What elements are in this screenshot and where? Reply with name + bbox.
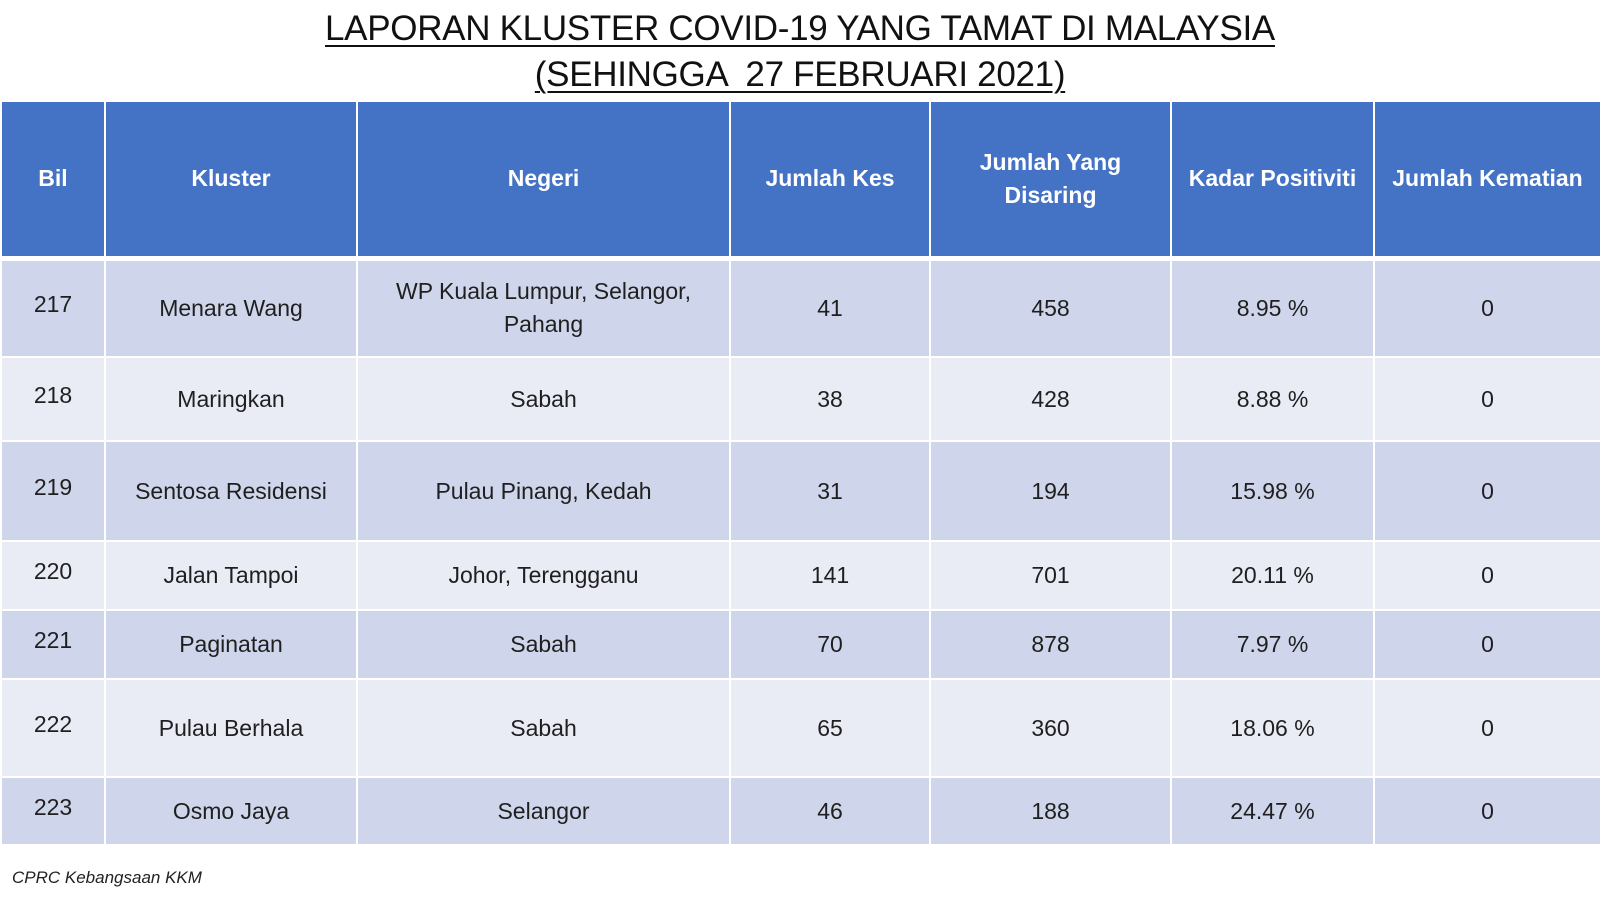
table-row: 223 Osmo Jaya Selangor 46 188 24.47 % 0: [0, 776, 1600, 846]
table-row: 222 Pulau Berhala Sabah 65 360 18.06 % 0: [0, 678, 1600, 778]
cell-kadar-positiviti: 18.06 %: [1170, 678, 1375, 778]
cell-negeri: Johor, Terengganu: [356, 540, 731, 611]
cell-jumlah-kes: 141: [729, 540, 931, 611]
cell-negeri: Sabah: [356, 609, 731, 680]
cell-negeri: WP Kuala Lumpur, Selangor, Pahang: [356, 257, 731, 358]
cell-jumlah-kes: 70: [729, 609, 931, 680]
cell-jumlah-kematian: 0: [1373, 776, 1600, 846]
cell-negeri: Sabah: [356, 678, 731, 778]
table-row: 221 Paginatan Sabah 70 878 7.97 % 0: [0, 609, 1600, 680]
header-jumlah-kes: Jumlah Kes: [729, 100, 931, 261]
header-bil: Bil: [0, 100, 106, 261]
cell-kluster: Sentosa Residensi: [104, 440, 358, 542]
cell-kluster: Pulau Berhala: [104, 678, 358, 778]
cell-jumlah-kematian: 0: [1373, 257, 1600, 358]
report-title-line-1: LAPORAN KLUSTER COVID-19 YANG TAMAT DI M…: [325, 9, 1275, 48]
cell-jumlah-kematian: 0: [1373, 440, 1600, 542]
cell-kadar-positiviti: 20.11 %: [1170, 540, 1375, 611]
cell-jumlah-disaring: 458: [929, 257, 1172, 358]
cell-kadar-positiviti: 8.88 %: [1170, 356, 1375, 442]
cell-bil: 218: [0, 356, 106, 442]
cell-jumlah-disaring: 360: [929, 678, 1172, 778]
table-row: 218 Maringkan Sabah 38 428 8.88 % 0: [0, 356, 1600, 442]
cell-jumlah-kematian: 0: [1373, 356, 1600, 442]
header-jumlah-disaring: Jumlah Yang Disaring: [929, 100, 1172, 261]
source-note: CPRC Kebangsaan KKM: [12, 868, 202, 887]
cell-jumlah-kes: 38: [729, 356, 931, 442]
cell-jumlah-kematian: 0: [1373, 540, 1600, 611]
cell-negeri: Sabah: [356, 356, 731, 442]
report-title-line-2: (SEHINGGA 27 FEBRUARI 2021): [534, 55, 1066, 94]
cell-negeri: Pulau Pinang, Kedah: [356, 440, 731, 542]
cell-bil: 219: [0, 440, 106, 542]
cell-bil: 221: [0, 609, 106, 680]
cell-kadar-positiviti: 15.98 %: [1170, 440, 1375, 542]
cell-kluster: Paginatan: [104, 609, 358, 680]
table-row: 217 Menara Wang WP Kuala Lumpur, Selango…: [0, 257, 1600, 358]
cell-kluster: Menara Wang: [104, 257, 358, 358]
report-title: LAPORAN KLUSTER COVID-19 YANG TAMAT DI M…: [0, 6, 1600, 98]
cell-jumlah-kes: 65: [729, 678, 931, 778]
cell-bil: 223: [0, 776, 106, 846]
cell-jumlah-kes: 31: [729, 440, 931, 542]
cell-bil: 220: [0, 540, 106, 611]
cell-jumlah-kes: 41: [729, 257, 931, 358]
cell-jumlah-disaring: 878: [929, 609, 1172, 680]
table-header-row: Bil Kluster Negeri Jumlah Kes Jumlah Yan…: [0, 100, 1600, 261]
table-row: 219 Sentosa Residensi Pulau Pinang, Keda…: [0, 440, 1600, 542]
table-row: 220 Jalan Tampoi Johor, Terengganu 141 7…: [0, 540, 1600, 611]
cell-negeri: Selangor: [356, 776, 731, 846]
cell-jumlah-kes: 46: [729, 776, 931, 846]
cluster-report-table: Bil Kluster Negeri Jumlah Kes Jumlah Yan…: [0, 100, 1600, 846]
cell-jumlah-kematian: 0: [1373, 609, 1600, 680]
cell-jumlah-disaring: 188: [929, 776, 1172, 846]
cell-bil: 222: [0, 678, 106, 778]
cell-jumlah-disaring: 701: [929, 540, 1172, 611]
cell-kluster: Jalan Tampoi: [104, 540, 358, 611]
cell-kadar-positiviti: 24.47 %: [1170, 776, 1375, 846]
header-jumlah-kematian: Jumlah Kematian: [1373, 100, 1600, 261]
cell-jumlah-kematian: 0: [1373, 678, 1600, 778]
cell-bil: 217: [0, 257, 106, 358]
cell-kluster: Osmo Jaya: [104, 776, 358, 846]
cell-kadar-positiviti: 7.97 %: [1170, 609, 1375, 680]
cell-jumlah-disaring: 428: [929, 356, 1172, 442]
cell-kadar-positiviti: 8.95 %: [1170, 257, 1375, 358]
header-negeri: Negeri: [356, 100, 731, 261]
header-kadar-positiviti: Kadar Positiviti: [1170, 100, 1375, 261]
header-kluster: Kluster: [104, 100, 358, 261]
cell-kluster: Maringkan: [104, 356, 358, 442]
cell-jumlah-disaring: 194: [929, 440, 1172, 542]
